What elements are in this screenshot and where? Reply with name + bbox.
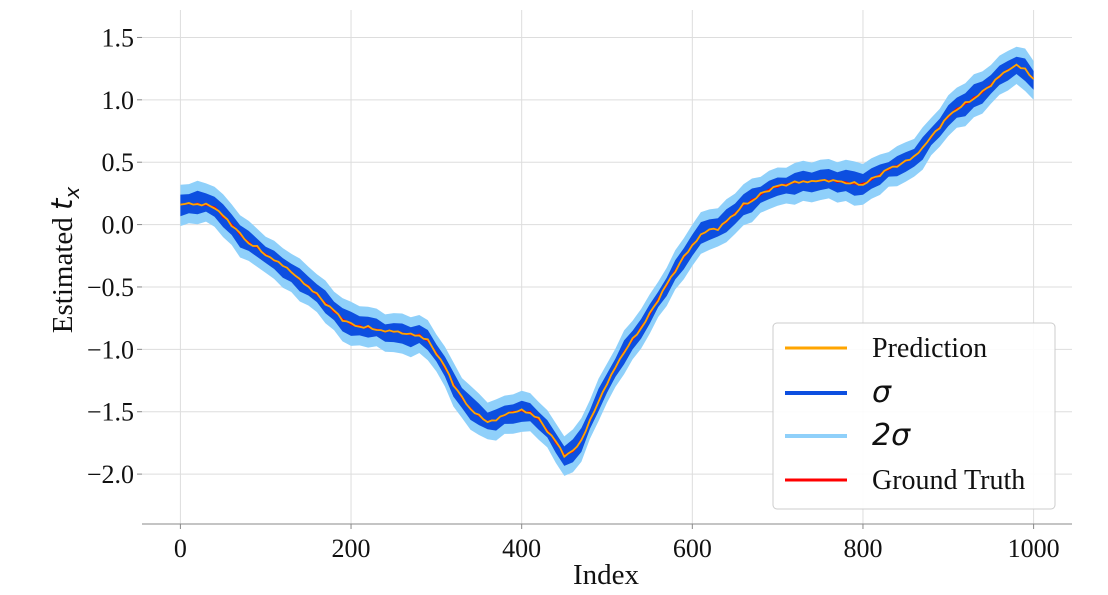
y-tick-label: −0.5 xyxy=(87,273,134,302)
x-tick-label: 600 xyxy=(673,534,712,563)
y-tick-label: 0.5 xyxy=(102,148,135,177)
y-axis-label-subscript: x xyxy=(60,187,84,200)
y-tick-label: 1.0 xyxy=(102,86,135,115)
legend-box xyxy=(772,322,1056,510)
legend-ground-truth-label: Ground Truth xyxy=(872,465,1025,496)
grid-lines xyxy=(142,10,1072,524)
x-tick-label: 200 xyxy=(332,534,371,563)
prediction-line xyxy=(180,63,1035,459)
x-tick-label: 800 xyxy=(843,534,882,563)
y-tick-label: −1.5 xyxy=(87,398,134,427)
y-tick-label: −1.0 xyxy=(87,335,134,364)
legend: Prediction σ 2σ Ground Truth xyxy=(772,322,1056,510)
y-axis-label: Estimated tx xyxy=(45,187,84,334)
x-tick-label: 1000 xyxy=(1008,534,1060,563)
y-tick-label: 1.5 xyxy=(102,23,135,52)
tick-labels: 0 200 400 600 800 1000 −2.0 −1.5 −1.0 −0.5 0.0 0.5 1… xyxy=(87,23,1060,563)
x-tick-label: 0 xyxy=(174,534,187,563)
x-tick-label: 400 xyxy=(502,534,541,563)
axes xyxy=(137,36,1072,529)
series-lines xyxy=(180,63,1035,459)
y-axis-label-symbol: t xyxy=(45,197,79,210)
legend-two-sigma-label: 2σ xyxy=(872,418,911,453)
legend-sigma-label: σ xyxy=(872,375,892,410)
legend-prediction-label: Prediction xyxy=(872,333,987,364)
y-tick-label: 0.0 xyxy=(102,211,135,240)
y-axis-label-prefix: Estimated xyxy=(47,210,79,333)
y-tick-label: −2.0 xyxy=(87,460,134,489)
x-axis-label: Index xyxy=(573,559,640,591)
